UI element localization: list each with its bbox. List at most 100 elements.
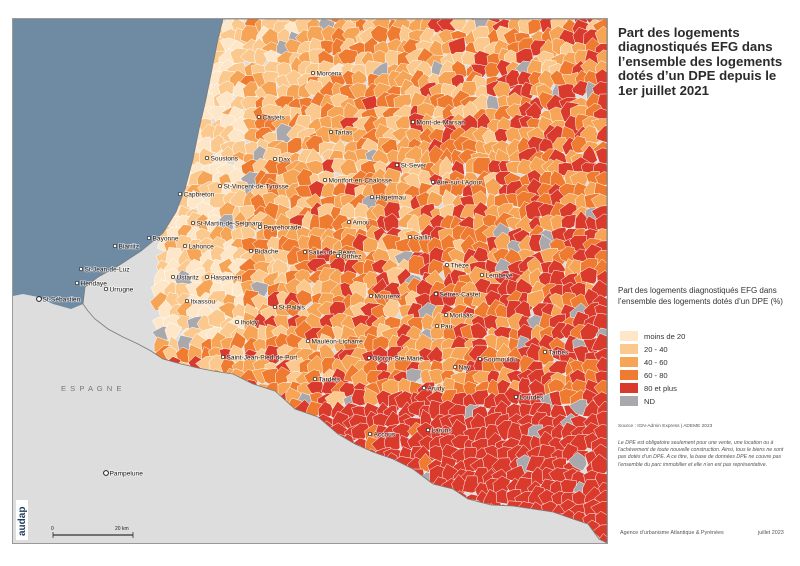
city-label: Bayonne (153, 235, 179, 242)
city-marker (368, 293, 374, 299)
city-label: Ustaritz (177, 274, 199, 281)
city-label: Urrugne (110, 286, 134, 293)
city-marker (328, 129, 334, 135)
city-label: St-Sever (401, 162, 427, 169)
commune (579, 266, 598, 285)
country-label-spain: E S P A G N E (61, 384, 122, 393)
legend-title: Part des logements diagnostiqués EFG dan… (618, 286, 783, 306)
city-marker (103, 286, 109, 292)
legend-swatch (620, 370, 638, 380)
commune (287, 137, 303, 156)
commune (551, 321, 567, 340)
legend-swatch (620, 383, 638, 393)
map[interactable]: Morcenx Castets Tartas Mont-de-Marsan Sousto… (12, 18, 608, 544)
city-label: Morcenx (317, 70, 343, 77)
city-marker (513, 394, 519, 400)
city-marker (305, 338, 311, 344)
city-marker (146, 235, 152, 241)
city-label: Arudy (428, 385, 446, 392)
legend-item-nd: ND (620, 396, 655, 406)
commune (595, 213, 607, 233)
legend-item-lt20: moins de 20 (620, 331, 685, 341)
city-marker (190, 220, 196, 226)
legend-label: 80 et plus (644, 383, 677, 393)
city-marker (407, 234, 413, 240)
city-marker (234, 319, 240, 325)
city-marker (434, 323, 440, 329)
source-text: Source : IGN-Admin Express | ADEME 2023 (618, 424, 713, 429)
commune (567, 451, 588, 472)
city-label: Oloron-Ste-Marie (373, 355, 424, 362)
ocean (13, 19, 223, 309)
commune (295, 289, 313, 308)
city-label: Laruns (432, 427, 453, 434)
city-label: St-Jean-de-Luz (85, 266, 130, 273)
city-marker (542, 349, 548, 355)
city-label: Mont-de-Marsan (417, 119, 466, 126)
map-canvas: Morcenx Castets Tartas Mont-de-Marsan Sousto… (13, 19, 607, 543)
city-label: Tarbes (549, 349, 569, 356)
city-marker (220, 354, 226, 360)
commune (220, 145, 237, 163)
city-marker (369, 194, 375, 200)
city-label: Capbreton (184, 191, 215, 198)
city-label: St-Vincent-de-Tyrosse (224, 183, 289, 190)
city-label: Itxassou (191, 298, 216, 305)
city-marker (452, 364, 458, 370)
legend-swatch (620, 331, 638, 341)
legend-swatch (620, 357, 638, 367)
city-marker (103, 470, 109, 476)
city-marker (433, 291, 439, 297)
city-label: Aire-sur-l’Adour (437, 179, 484, 186)
city-label: Serres-Castet (440, 291, 481, 298)
commune (505, 69, 522, 89)
scale-bar: 0 20 km (51, 526, 134, 538)
city-label: Amou (353, 219, 371, 226)
map-date: juillet 2023 (758, 530, 784, 536)
city-label: Peyrehorade (264, 224, 302, 231)
city-marker (322, 177, 328, 183)
city-label: Biarritz (119, 243, 140, 250)
city-marker (257, 224, 263, 230)
audap-logo: audap (16, 500, 28, 540)
commune (594, 510, 607, 531)
city-marker (112, 243, 118, 249)
city-label: Hendaye (81, 280, 108, 287)
city-label: Iholdy (241, 319, 259, 326)
city-marker (177, 191, 183, 197)
scale-zero: 0 (51, 526, 54, 532)
city-label: Saint-Jean-Pied-de-Port (227, 354, 298, 361)
commune (597, 93, 607, 113)
city-label: St-Martin-de-Seignanx (197, 220, 264, 227)
map-title: Part des logements diagnostiqués EFG dan… (618, 25, 783, 98)
city-marker (430, 179, 436, 185)
commune (441, 291, 458, 308)
city-label: Orthez (342, 253, 362, 260)
city-marker (443, 312, 449, 318)
svg-text:audap: audap (17, 507, 28, 536)
city-label: Accous (374, 431, 396, 438)
city-label: Nay (459, 364, 471, 371)
legend-item-40-60: 40 - 60 (620, 357, 668, 367)
city-label: Hagetmau (376, 194, 407, 201)
legend-item-80plus: 80 et plus (620, 383, 677, 393)
city-marker (366, 355, 372, 361)
city-label: St-Sébastien (43, 296, 81, 303)
city-marker (444, 262, 450, 268)
city-label: Morlaàs (450, 312, 474, 319)
commune (594, 171, 607, 186)
legend-label: 40 - 60 (644, 357, 668, 367)
city-marker (78, 266, 84, 272)
city-label: Castets (263, 114, 286, 121)
city-marker (36, 296, 42, 302)
commune (462, 475, 480, 494)
city-label: Lembeye (486, 272, 513, 279)
city-label: Pau (441, 323, 453, 330)
city-marker (272, 304, 278, 310)
scale-distance: 20 km (115, 526, 129, 532)
city-label: Mourenx (375, 293, 401, 300)
legend-label: ND (644, 396, 655, 406)
city-label: Bidache (255, 248, 279, 255)
city-label: Soustons (211, 155, 239, 162)
city-label: Pampelune (110, 470, 144, 477)
